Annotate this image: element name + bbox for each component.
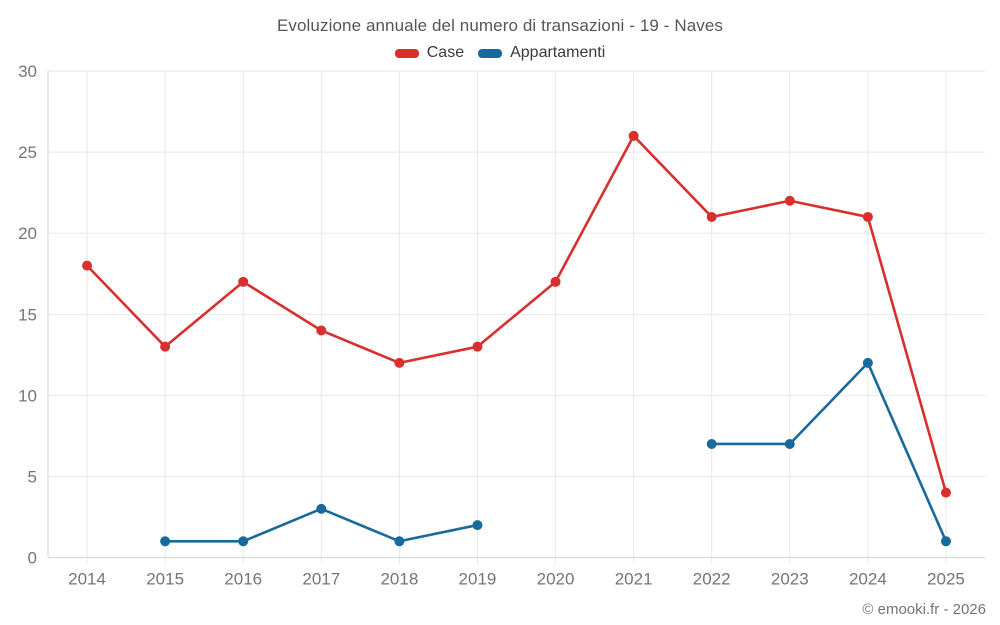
x-tick-label: 2021 [615,570,653,589]
appartamenti-data-point [160,536,171,547]
x-tick-label: 2016 [224,570,262,589]
case-series-swatch-icon [394,48,419,58]
chart-title: Evoluzione annuale del numero di transaz… [276,16,724,35]
case-data-point [82,260,93,271]
case-data-point [628,130,639,141]
y-tick-label: 10 [18,386,37,405]
case-data-point [394,357,405,368]
y-tick-label: 5 [28,467,37,486]
appartamenti-data-point [862,357,873,368]
appartamenti-data-point [706,438,717,449]
legend-label-appartamenti: Appartamenti [510,44,606,61]
case-data-point [940,487,951,498]
appartamenti-data-point [940,536,951,547]
x-tick-label: 2022 [693,570,731,589]
case-data-point [472,341,483,352]
x-tick-label: 2014 [68,570,106,589]
case-data-point [160,341,171,352]
case-data-point [784,195,795,206]
appartamenti-line [710,361,948,543]
case-data-point [706,211,717,222]
appartamenti-data-point [472,520,483,531]
x-tick-label: 2019 [459,570,497,589]
x-tick-label: 2020 [537,570,575,589]
legend-label-case: Case [426,44,465,61]
x-tick-label: 2023 [771,570,809,589]
x-tick-label: 2017 [302,570,340,589]
appartamenti-data-point [316,503,327,514]
x-tick-label: 2025 [927,570,965,589]
x-tick-label: 2015 [146,570,184,589]
appartamenti-data-point [784,438,795,449]
case-data-point [550,276,561,287]
case-data-point [862,211,873,222]
case-data-point [238,276,249,287]
chart-legend: Case Appartamenti [0,44,1000,62]
appartamenti-series-swatch-icon [478,48,503,58]
y-tick-label: 25 [18,143,37,162]
legend-item-case[interactable]: Case [394,44,465,62]
copyright-footer: © emooki.fr - 2026 [862,601,986,618]
x-tick-label: 2018 [380,570,418,589]
y-tick-label: 15 [18,305,37,324]
x-tick-label: 2024 [849,570,887,589]
y-tick-label: 20 [18,224,37,243]
appartamenti-data-point [238,536,249,547]
y-tick-label: 30 [18,62,37,81]
y-tick-label: 0 [28,549,37,568]
appartamenti-data-point [394,536,405,547]
legend-item-appartamenti[interactable]: Appartamenti [478,44,605,62]
case-data-point [316,325,327,336]
case-line [85,134,948,494]
